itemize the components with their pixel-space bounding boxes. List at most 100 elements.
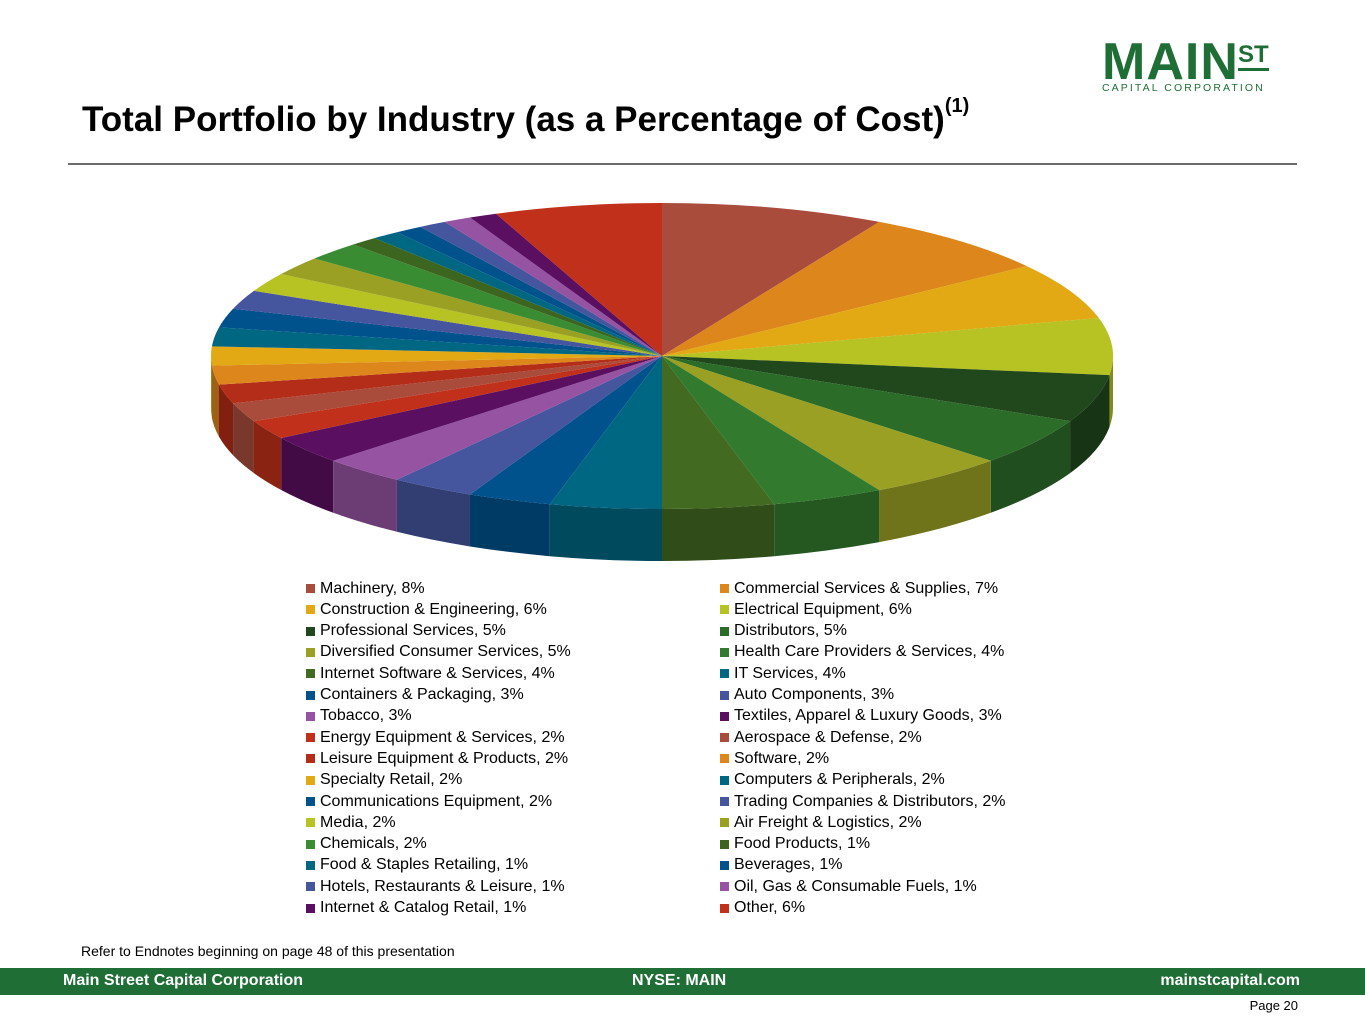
title-divider xyxy=(68,163,1297,165)
legend-label: IT Services, 4% xyxy=(734,664,846,682)
legend-label: Auto Components, 3% xyxy=(734,686,895,703)
legend-item: Food & Staples Retailing, 1% xyxy=(306,855,528,876)
pie-slice-11 xyxy=(469,356,662,505)
page-title-text: Total Portfolio by Industry (as a Percen… xyxy=(82,100,945,139)
pie-side-11 xyxy=(469,494,550,557)
legend-swatch xyxy=(306,690,315,700)
legend-label: Air Freight & Logistics, 2% xyxy=(734,813,922,831)
footer-bar: Main Street Capital Corporation NYSE: MA… xyxy=(0,968,1365,995)
pie-slice-7 xyxy=(662,356,991,491)
pie-slice-3 xyxy=(662,266,1099,356)
legend-swatch xyxy=(306,839,315,849)
pie-slice-24 xyxy=(281,258,662,356)
legend-item: Professional Services, 5% xyxy=(306,621,506,642)
legend-swatch xyxy=(720,882,729,892)
pie-slice-4 xyxy=(662,317,1113,376)
legend-item: Media, 2% xyxy=(306,812,396,833)
legend-label: Internet & Catalog Retail, 1% xyxy=(320,899,527,916)
legend-swatch xyxy=(306,797,315,806)
legend-item: Computers & Peripherals, 2% xyxy=(720,770,945,791)
legend-swatch xyxy=(306,754,315,764)
legend-swatch xyxy=(720,754,729,764)
legend-item: Construction & Engineering, 6% xyxy=(306,599,547,620)
legend-label: Oil, Gas & Consumable Fuels, 1% xyxy=(734,877,977,895)
legend-label: Construction & Engineering, 6% xyxy=(320,600,547,618)
legend-label: Health Care Providers & Services, 4% xyxy=(734,643,1005,661)
legend-swatch xyxy=(720,733,729,743)
legend-label: Food & Staples Retailing, 1% xyxy=(320,856,529,874)
legend-label: Electrical Equipment, 6% xyxy=(734,600,912,618)
footer-ticker: NYSE: MAIN xyxy=(632,972,727,989)
pie-side-17 xyxy=(218,384,234,456)
legend-swatch xyxy=(720,605,729,615)
legend-label: Specialty Retail, 2% xyxy=(320,771,463,789)
pie-side-18 xyxy=(211,365,219,437)
pie-slice-16 xyxy=(233,356,662,422)
legend-item: Electrical Equipment, 6% xyxy=(720,599,912,620)
pie-slice-1 xyxy=(662,203,880,356)
pie-side-14 xyxy=(281,437,334,513)
legend-swatch xyxy=(720,775,729,785)
pie-side-8 xyxy=(774,490,880,557)
legend-item: Internet & Catalog Retail, 1% xyxy=(306,898,526,919)
legend-label: Diversified Consumer Services, 5% xyxy=(320,643,571,661)
pie-slice-26 xyxy=(353,238,662,356)
pie-side-7 xyxy=(879,460,991,543)
legend-swatch xyxy=(720,860,729,870)
legend-swatch xyxy=(720,690,729,700)
pie-side-10 xyxy=(549,504,662,561)
pie-slice-25 xyxy=(314,244,662,356)
endnote-text: Refer to Endnotes beginning on page 48 o… xyxy=(81,943,455,959)
pie-slice-21 xyxy=(218,308,662,356)
pie-slice-14 xyxy=(281,356,662,461)
logo-subtitle: CAPITAL CORPORATION xyxy=(1102,82,1265,94)
pie-side-5 xyxy=(1070,375,1110,474)
legend-item: Other, 6% xyxy=(720,898,805,919)
legend-swatch xyxy=(306,775,315,785)
legend-item: Auto Components, 3% xyxy=(720,685,894,706)
legend-item: Internet Software & Services, 4% xyxy=(306,663,555,684)
pie-side-16 xyxy=(233,403,254,474)
legend-item: Diversified Consumer Services, 5% xyxy=(306,642,571,663)
pie-slice-15 xyxy=(253,356,662,438)
pie-slice-23 xyxy=(253,274,662,356)
legend-item: Commercial Services & Supplies, 7% xyxy=(720,578,998,599)
legend-item: Textiles, Apparel & Luxury Goods, 3% xyxy=(720,706,1002,727)
legend-swatch xyxy=(720,647,729,657)
pie-slice-18 xyxy=(211,356,662,385)
pie-slice-12 xyxy=(396,356,662,495)
title-footnote-marker: (1) xyxy=(944,95,970,117)
legend-item: Distributors, 5% xyxy=(720,621,847,642)
pie-side-12 xyxy=(396,479,470,547)
legend-item: Hotels, Restaurants & Leisure, 1% xyxy=(306,876,565,897)
legend-swatch xyxy=(306,605,315,615)
footer-website[interactable]: mainstcapital.com xyxy=(1160,972,1300,989)
legend-label: Distributors, 5% xyxy=(734,622,847,640)
legend-swatch xyxy=(306,860,315,870)
legend-swatch xyxy=(306,669,315,679)
legend-label: Other, 6% xyxy=(734,899,806,916)
pie-slice-13 xyxy=(333,356,662,480)
legend-label: Tobacco, 3% xyxy=(320,707,412,725)
legend-swatch xyxy=(306,882,315,892)
legend-item: Containers & Packaging, 3% xyxy=(306,685,524,706)
main-street-logo: MAIN ST CAPITAL CORPORATION xyxy=(1098,36,1283,96)
legend-swatch xyxy=(720,818,729,828)
pie-side-13 xyxy=(333,460,397,532)
pie-slice-8 xyxy=(662,356,880,505)
legend-item: Oil, Gas & Consumable Fuels, 1% xyxy=(720,876,977,897)
legend-item: Machinery, 8% xyxy=(306,578,425,599)
legend-label: Professional Services, 5% xyxy=(320,622,506,640)
legend-item: Energy Equipment & Services, 2% xyxy=(306,727,565,748)
legend-item: Air Freight & Logistics, 2% xyxy=(720,812,922,833)
legend-item: Food Products, 1% xyxy=(720,834,870,855)
pie-slice-32 xyxy=(495,203,662,356)
legend-swatch xyxy=(306,711,315,721)
legend-swatch xyxy=(306,733,315,743)
legend-swatch xyxy=(720,626,729,636)
pie-side-19 xyxy=(211,356,212,418)
pie-slice-27 xyxy=(374,232,662,356)
legend-label: Software, 2% xyxy=(734,749,830,767)
legend-item: IT Services, 4% xyxy=(720,663,846,684)
legend-label: Commercial Services & Supplies, 7% xyxy=(734,579,999,597)
